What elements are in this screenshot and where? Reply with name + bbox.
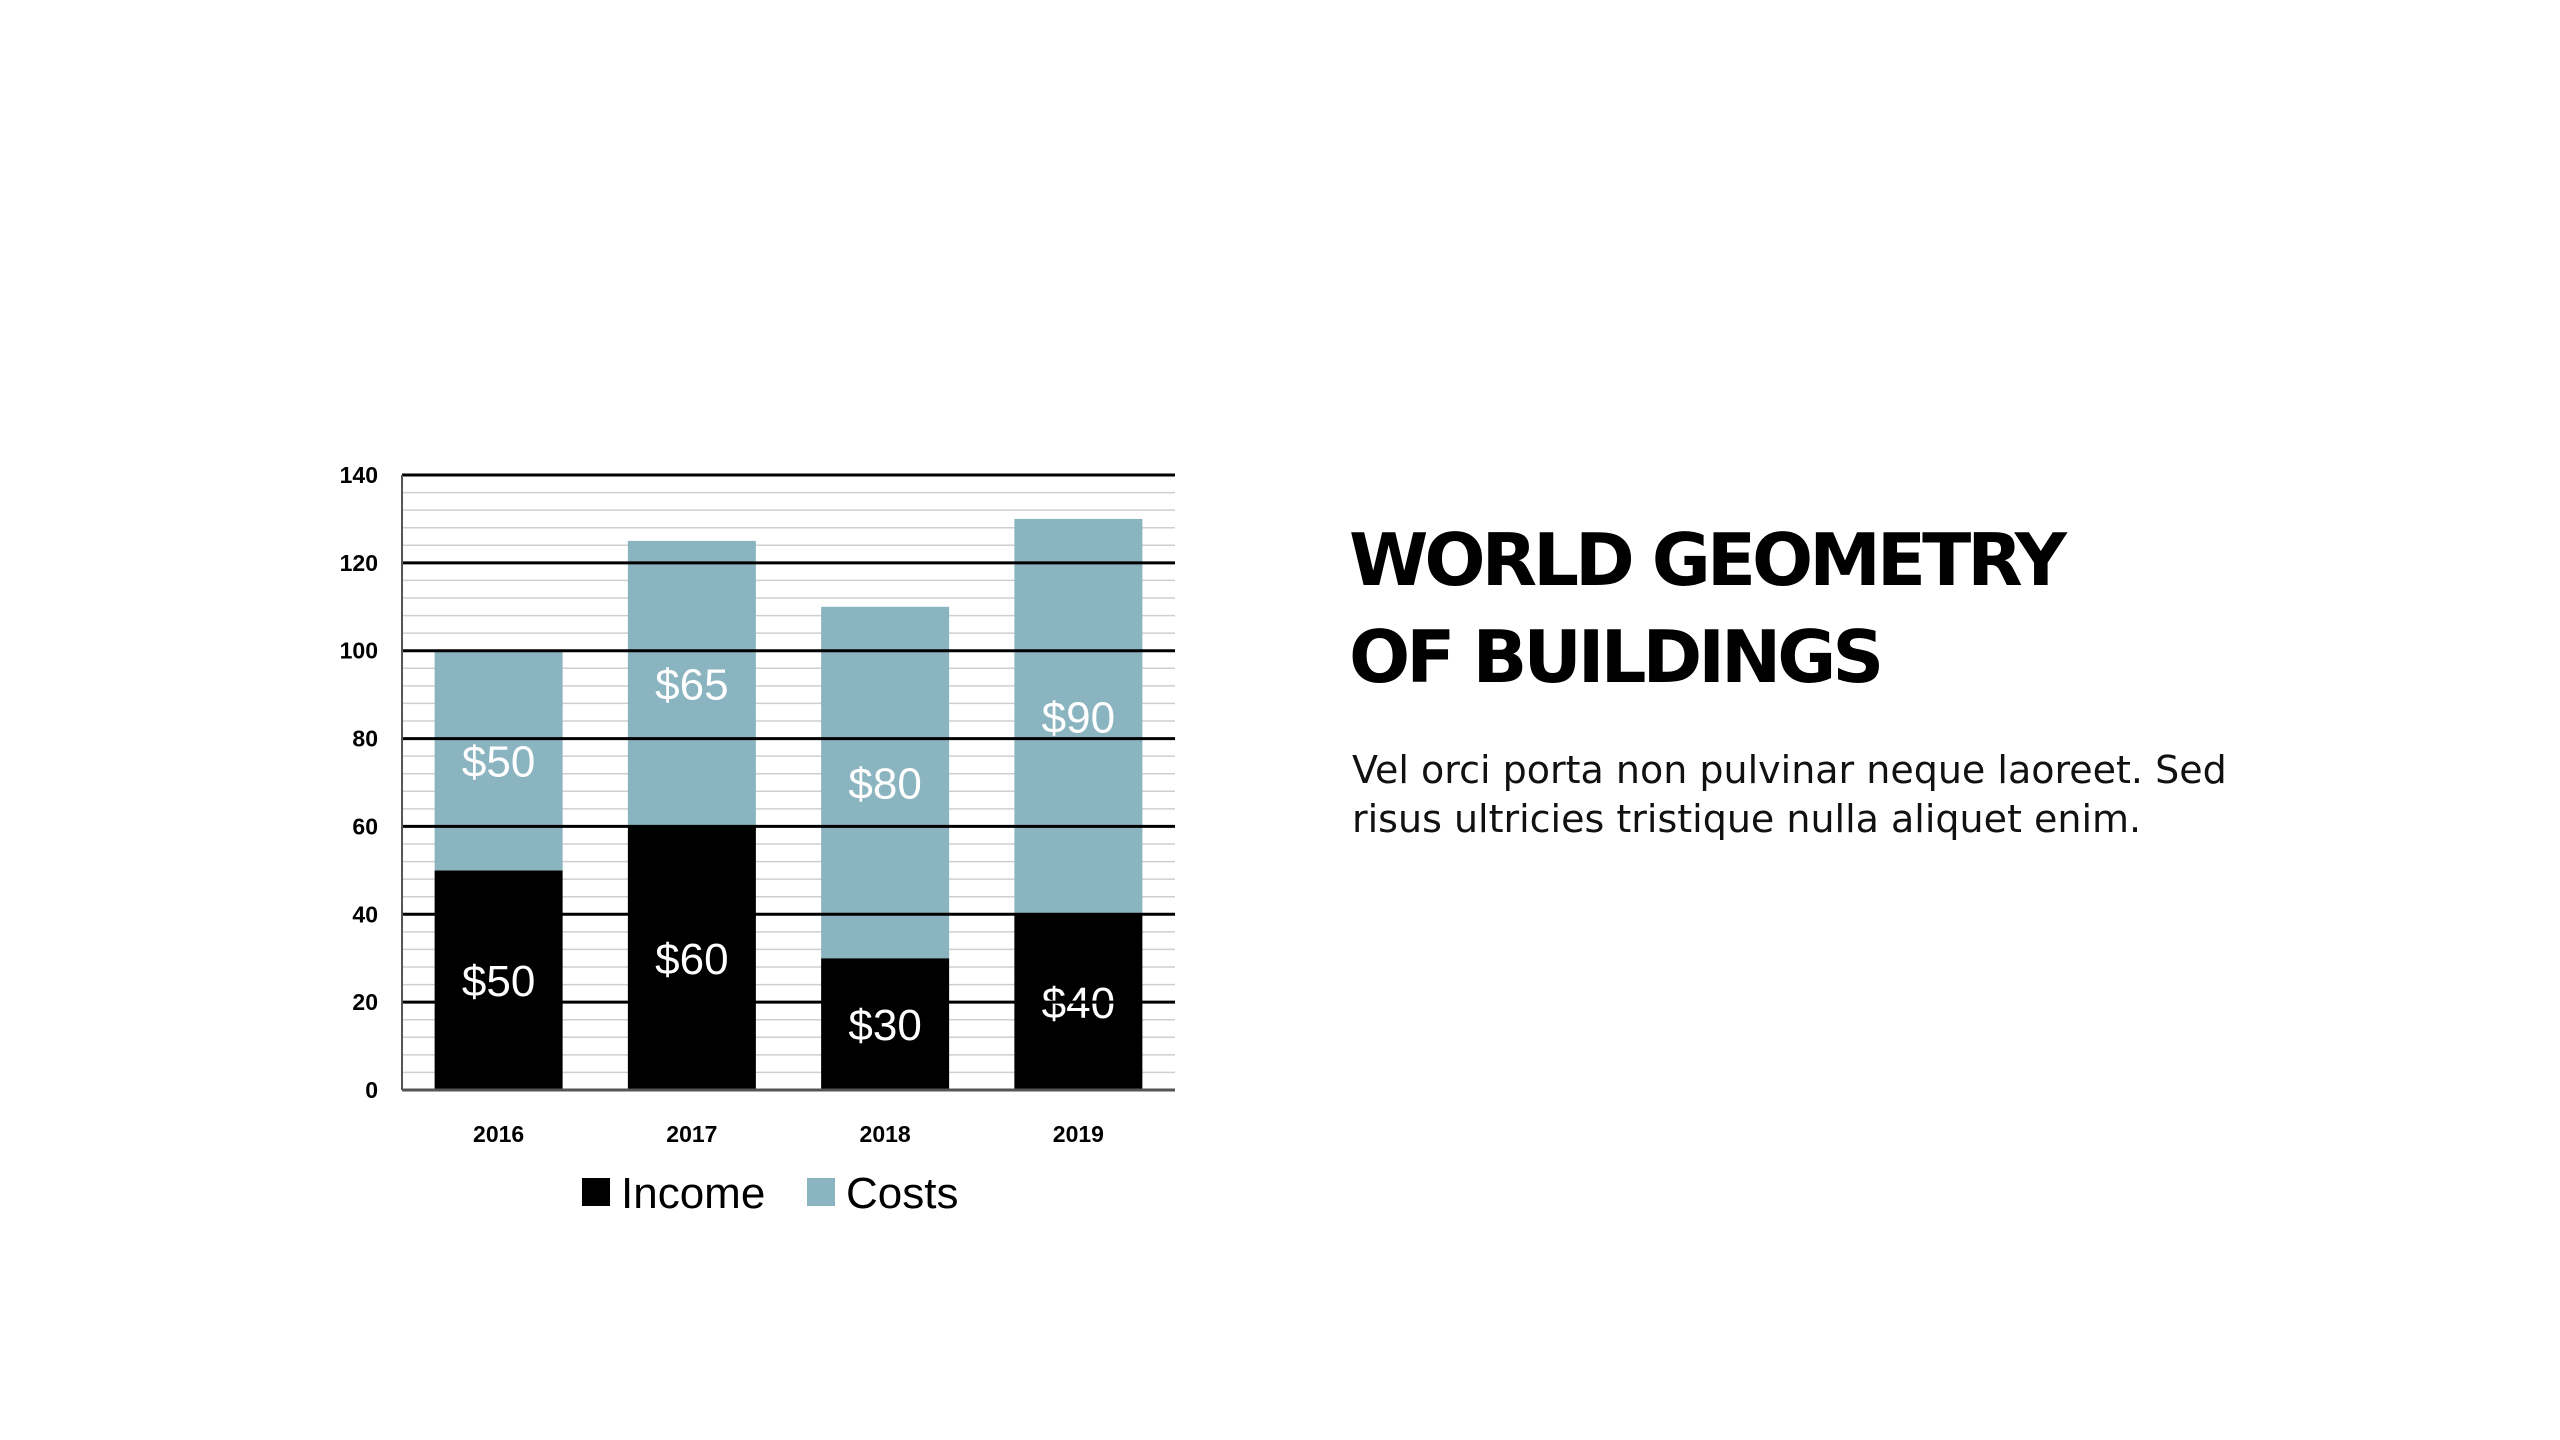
bar-costs-2017 xyxy=(627,540,756,827)
bar-costs-2018 xyxy=(821,606,950,959)
data-label-costs-2016: $50 xyxy=(462,738,535,787)
data-label-costs-2017: $65 xyxy=(655,661,728,710)
y-tick-label-120: 120 xyxy=(340,550,378,576)
data-label-income-2018: $30 xyxy=(848,1001,921,1050)
x-tick-label-2018: 2018 xyxy=(860,1121,911,1147)
slide-body-line-1: Vel orci porta non pulvinar neque laoree… xyxy=(1352,748,2227,792)
slide-title: WORLD GEOMETRY OF BUILDINGS xyxy=(1349,512,2249,706)
y-tick-label-60: 60 xyxy=(352,813,378,839)
slide-body-text: Vel orci porta non pulvinar neque laoree… xyxy=(1352,746,2252,844)
bar-income-2017 xyxy=(627,826,756,1090)
slide-body-line-2: risus ultricies tristique nulla aliquet … xyxy=(1352,797,2142,841)
legend-swatch-costs xyxy=(807,1178,835,1206)
data-label-costs-2018: $80 xyxy=(848,760,921,809)
y-tick-label-40: 40 xyxy=(352,901,378,927)
bar-income-2016 xyxy=(434,870,563,1090)
data-label-income-2016: $50 xyxy=(462,957,535,1006)
y-tick-label-100: 100 xyxy=(340,638,378,664)
y-tick-label-80: 80 xyxy=(352,726,378,752)
legend-label-costs: Costs xyxy=(846,1169,958,1218)
y-tick-label-20: 20 xyxy=(352,989,378,1015)
legend-swatch-income xyxy=(582,1178,610,1206)
y-tick-label-0: 0 xyxy=(365,1077,378,1103)
data-label-costs-2019: $90 xyxy=(1042,694,1115,743)
legend-label-income: Income xyxy=(621,1169,765,1218)
data-label-income-2017: $60 xyxy=(655,935,728,984)
bar-costs-2016 xyxy=(434,650,563,871)
slide-title-line-2: OF BUILDINGS xyxy=(1349,615,1884,699)
bar-income-2018 xyxy=(821,958,950,1090)
bar-costs-2019 xyxy=(1014,518,1143,915)
slide-title-line-1: WORLD GEOMETRY xyxy=(1349,518,2067,602)
x-tick-label-2017: 2017 xyxy=(666,1121,717,1147)
x-tick-label-2016: 2016 xyxy=(473,1121,524,1147)
y-tick-label-140: 140 xyxy=(340,462,378,488)
x-tick-label-2019: 2019 xyxy=(1053,1121,1104,1147)
